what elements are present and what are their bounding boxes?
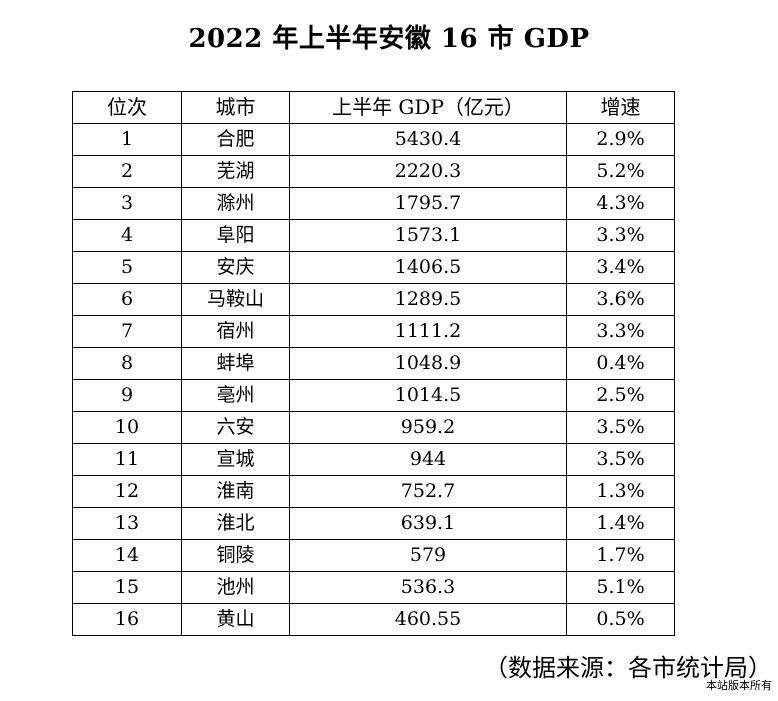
cell-city: 安庆 [181, 251, 290, 284]
cell-city: 亳州 [181, 379, 290, 412]
cell-rank: 1 [72, 123, 182, 156]
cell-city: 宿州 [181, 315, 290, 348]
cell-growth: 2.5% [566, 379, 675, 412]
cell-growth: 3.3% [566, 219, 675, 252]
cell-city: 芜湖 [181, 155, 290, 188]
cell-gdp: 1048.9 [289, 347, 567, 380]
cell-rank: 12 [72, 475, 182, 508]
cell-growth: 3.3% [566, 315, 675, 348]
cell-rank: 16 [72, 603, 182, 636]
cell-city: 黄山 [181, 603, 290, 636]
cell-city: 阜阳 [181, 219, 290, 252]
cell-growth: 3.5% [566, 443, 675, 476]
cell-growth: 5.1% [566, 571, 675, 604]
cell-city: 淮南 [181, 475, 290, 508]
cell-gdp: 2220.3 [289, 155, 567, 188]
cell-city: 马鞍山 [181, 283, 290, 316]
cell-growth: 0.4% [566, 347, 675, 380]
table-row: 10 六安 959.2 3.5% [72, 411, 675, 444]
cell-gdp: 5430.4 [289, 123, 567, 156]
header-rank: 位次 [72, 91, 182, 124]
cell-gdp: 1111.2 [289, 315, 567, 348]
cell-rank: 9 [72, 379, 182, 412]
cell-rank: 13 [72, 507, 182, 540]
cell-rank: 15 [72, 571, 182, 604]
cell-rank: 3 [72, 187, 182, 220]
cell-gdp: 639.1 [289, 507, 567, 540]
cell-city: 铜陵 [181, 539, 290, 572]
table-row: 8 蚌埠 1048.9 0.4% [72, 347, 675, 380]
table-body: 1 合肥 5430.4 2.9% 2 芜湖 2220.3 5.2% 3 滁州 1795.7 4.3% 4… [72, 123, 675, 636]
table-row: 9 亳州 1014.5 2.5% [72, 379, 675, 412]
cell-gdp: 579 [289, 539, 567, 572]
cell-growth: 1.3% [566, 475, 675, 508]
cell-growth: 5.2% [566, 155, 675, 188]
cell-growth: 3.4% [566, 251, 675, 284]
cell-growth: 4.3% [566, 187, 675, 220]
cell-rank: 7 [72, 315, 182, 348]
gdp-table: 位次 城市 上半年 GDP（亿元） 增速 1 合肥 5430.4 2.9% 2 芜湖 222… [72, 91, 675, 636]
cell-city: 池州 [181, 571, 290, 604]
page-title: 2022 年上半年安徽 16 市 GDP [188, 24, 590, 54]
cell-gdp: 1406.5 [289, 251, 567, 284]
cell-gdp: 536.3 [289, 571, 567, 604]
cell-growth: 0.5% [566, 603, 675, 636]
cell-city: 淮北 [181, 507, 290, 540]
table-row: 3 滁州 1795.7 4.3% [72, 187, 675, 220]
cell-growth: 2.9% [566, 123, 675, 156]
cell-gdp: 959.2 [289, 411, 567, 444]
cell-rank: 4 [72, 219, 182, 252]
cell-rank: 10 [72, 411, 182, 444]
cell-rank: 6 [72, 283, 182, 316]
cell-city: 滁州 [181, 187, 290, 220]
table-row: 14 铜陵 579 1.7% [72, 539, 675, 572]
header-growth: 增速 [566, 91, 675, 124]
cell-gdp: 752.7 [289, 475, 567, 508]
cell-gdp: 460.55 [289, 603, 567, 636]
table-row: 12 淮南 752.7 1.3% [72, 475, 675, 508]
cell-city: 宣城 [181, 443, 290, 476]
cell-gdp: 1795.7 [289, 187, 567, 220]
table-row: 13 淮北 639.1 1.4% [72, 507, 675, 540]
watermark: 本站版本所有 [704, 679, 774, 693]
cell-city: 合肥 [181, 123, 290, 156]
table-row: 6 马鞍山 1289.5 3.6% [72, 283, 675, 316]
table-row: 15 池州 536.3 5.1% [72, 571, 675, 604]
table-header: 位次 城市 上半年 GDP（亿元） 增速 [72, 91, 675, 124]
table-row: 1 合肥 5430.4 2.9% [72, 123, 675, 156]
table-row: 2 芜湖 2220.3 5.2% [72, 155, 675, 188]
cell-gdp: 1573.1 [289, 219, 567, 252]
cell-rank: 5 [72, 251, 182, 284]
cell-rank: 14 [72, 539, 182, 572]
header-row: 位次 城市 上半年 GDP（亿元） 增速 [72, 91, 675, 124]
header-gdp: 上半年 GDP（亿元） [289, 91, 567, 124]
cell-growth: 1.4% [566, 507, 675, 540]
table-row: 5 安庆 1406.5 3.4% [72, 251, 675, 284]
table-row: 4 阜阳 1573.1 3.3% [72, 219, 675, 252]
table-row: 7 宿州 1111.2 3.3% [72, 315, 675, 348]
cell-rank: 2 [72, 155, 182, 188]
header-city: 城市 [181, 91, 290, 124]
cell-growth: 1.7% [566, 539, 675, 572]
cell-city: 六安 [181, 411, 290, 444]
cell-gdp: 944 [289, 443, 567, 476]
table-row: 16 黄山 460.55 0.5% [72, 603, 675, 636]
data-source-note: （数据来源：各市统计局） [484, 654, 772, 682]
cell-gdp: 1289.5 [289, 283, 567, 316]
cell-rank: 11 [72, 443, 182, 476]
cell-city: 蚌埠 [181, 347, 290, 380]
cell-growth: 3.5% [566, 411, 675, 444]
cell-rank: 8 [72, 347, 182, 380]
cell-growth: 3.6% [566, 283, 675, 316]
cell-gdp: 1014.5 [289, 379, 567, 412]
table-row: 11 宣城 944 3.5% [72, 443, 675, 476]
